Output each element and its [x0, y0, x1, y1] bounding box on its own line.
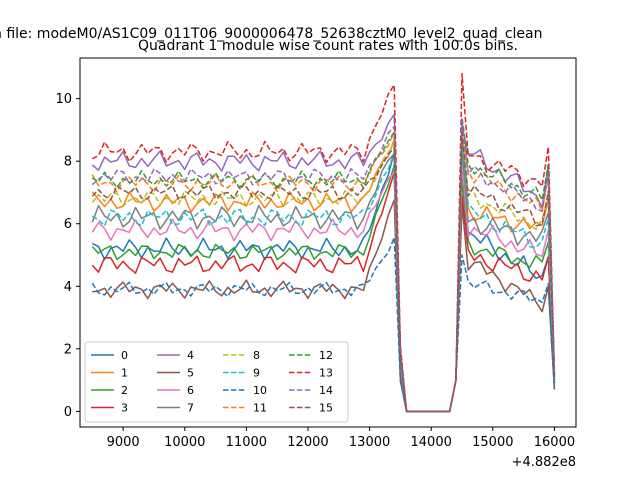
plot-frame [79, 57, 577, 428]
series-layer [91, 72, 556, 413]
series-line-5 [92, 199, 556, 413]
y-tick-label: 4 [64, 280, 72, 295]
series-line-8 [91, 138, 556, 413]
figure-suptitle: n file: modeM0/AS1C09_011T06_9000006478_… [0, 26, 542, 42]
y-tick-label: 0 [64, 405, 72, 420]
legend-label-2: 2 [121, 384, 128, 397]
legend-label-14: 14 [319, 384, 333, 397]
legend-label-10: 10 [253, 384, 267, 397]
x-tick-label: 13000 [349, 435, 390, 450]
y-tick-label: 10 [55, 92, 72, 107]
series-line-0 [91, 151, 556, 413]
x-tick-label: 14000 [411, 435, 452, 450]
legend-label-11: 11 [253, 402, 267, 415]
legend-label-4: 4 [187, 349, 194, 362]
legend-label-13: 13 [319, 367, 333, 380]
x-tick-label: 9000 [107, 435, 140, 450]
chart-title: Quadrant 1 module wise count rates with … [138, 38, 518, 54]
axes-layer: 9000 10000 11000 12000 13000 14000 15000 16000 0… [55, 92, 575, 450]
series-line-10 [91, 236, 556, 413]
legend-label-7: 7 [187, 402, 194, 415]
series-line-6 [91, 163, 556, 413]
legend-label-5: 5 [187, 367, 194, 380]
series-line-3 [91, 171, 556, 413]
series-line-4 [91, 113, 556, 413]
series-line-1 [91, 138, 556, 413]
x-tick-label: 15000 [472, 435, 513, 450]
series-line-14 [91, 119, 556, 413]
series-line-2 [91, 164, 556, 413]
series-line-13 [91, 72, 556, 413]
y-tick-label: 2 [64, 342, 72, 357]
legend-label-12: 12 [319, 349, 333, 362]
legend-frame [84, 341, 349, 423]
x-tick-label: 12000 [287, 435, 328, 450]
legend-label-8: 8 [253, 349, 260, 362]
legend-label-0: 0 [121, 349, 128, 362]
legend-label-9: 9 [253, 367, 260, 380]
x-tick-label: 16000 [534, 435, 575, 450]
legend-label-6: 6 [187, 384, 194, 397]
x-tick-label: 10000 [164, 435, 205, 450]
legend-label-15: 15 [319, 402, 333, 415]
series-line-9 [91, 141, 556, 413]
y-tick-label: 6 [64, 217, 72, 232]
x-tick-label: 11000 [226, 435, 267, 450]
x-offset-text: +4.882e8 [512, 455, 576, 470]
legend-label-1: 1 [121, 367, 128, 380]
legend-label-3: 3 [121, 402, 128, 415]
series-line-15 [91, 132, 556, 413]
y-tick-label: 8 [64, 155, 72, 170]
